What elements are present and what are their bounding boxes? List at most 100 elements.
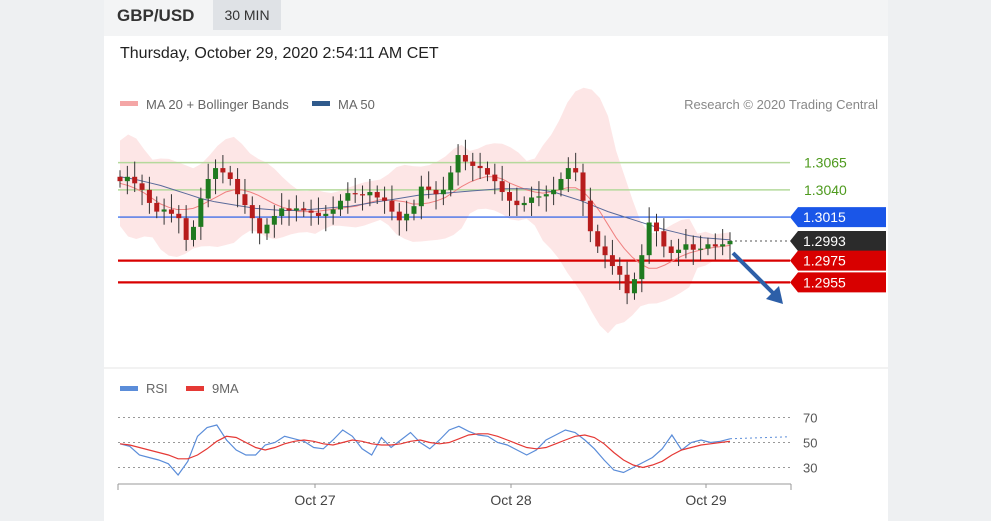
ma20-legend-swatch — [120, 101, 138, 106]
candle-body — [529, 197, 535, 203]
candle-body — [477, 165, 483, 169]
candle-body — [293, 208, 299, 211]
candle-body — [676, 249, 682, 253]
candle-body — [602, 246, 608, 256]
candle-body — [249, 205, 255, 219]
candle-body — [646, 222, 652, 256]
candle-body — [617, 266, 623, 275]
candle-body — [712, 244, 718, 247]
moving-averages — [119, 176, 731, 269]
candle-body — [205, 178, 211, 199]
candle-body — [595, 231, 601, 247]
candle-body — [242, 194, 248, 206]
timeframe-button[interactable]: 30 MIN — [213, 0, 281, 30]
level-tags: 1.3065 1.3040 1.3015 1.2993 1.2975 1.2955 — [790, 155, 886, 293]
support-label: 1.2975 — [803, 253, 846, 269]
support-tag — [790, 272, 886, 293]
candles — [117, 139, 733, 305]
candle-body — [624, 274, 630, 294]
candle-body — [315, 212, 321, 216]
candle-body — [257, 218, 263, 234]
candle-body — [631, 279, 637, 294]
candle-body — [176, 213, 182, 219]
rsi-line — [119, 424, 731, 476]
candle-body — [168, 209, 174, 214]
x-ticks: Oct 27 Oct 28 Oct 29 — [294, 484, 727, 508]
candle-body — [330, 209, 336, 214]
candle-body — [323, 213, 329, 216]
candle-body — [587, 200, 593, 232]
x-tick-label: Oct 29 — [685, 492, 726, 508]
x-tick-label: Oct 28 — [490, 492, 531, 508]
ma9-line — [119, 433, 731, 469]
candle-body — [418, 186, 424, 207]
candle-body — [389, 200, 395, 212]
candle-body — [426, 186, 432, 190]
pivot-label: 1.3015 — [803, 209, 846, 225]
candle-body — [308, 210, 314, 213]
current-price-label: 1.2993 — [803, 233, 846, 249]
current-price-tag — [790, 231, 886, 252]
candle-body — [536, 196, 542, 198]
candle-body — [609, 255, 615, 267]
rsi-tick-label: 30 — [803, 461, 817, 476]
candle-body — [690, 244, 696, 250]
ma50-legend-swatch — [312, 101, 330, 106]
candle-body — [345, 193, 351, 201]
candle-body — [551, 189, 557, 195]
candle-body — [367, 192, 373, 196]
candle-body — [514, 200, 520, 206]
candle-body — [683, 244, 689, 250]
candle-body — [668, 246, 674, 253]
resistance-label: 1.3040 — [804, 182, 847, 198]
candle-body — [271, 215, 277, 225]
candle-body — [543, 194, 549, 197]
candle-body — [396, 211, 402, 221]
candle-body — [154, 202, 160, 212]
candle-body — [639, 255, 645, 280]
candle-body — [580, 172, 586, 201]
candle-body — [264, 224, 270, 234]
bollinger-band — [120, 87, 730, 334]
candle-body — [499, 181, 505, 193]
candle-body — [433, 189, 439, 195]
candle-body — [132, 176, 138, 184]
bollinger-band-area — [120, 87, 730, 334]
candle-body — [198, 198, 204, 227]
candle-body — [462, 155, 468, 162]
candle-body — [220, 168, 226, 173]
candle-body — [124, 176, 130, 182]
candle-body — [558, 178, 564, 190]
candle-body — [521, 202, 527, 206]
candle-body — [213, 168, 219, 179]
candle-body — [286, 208, 292, 211]
resistance-label: 1.3065 — [804, 155, 847, 171]
ma50-legend-label: MA 50 — [338, 97, 375, 112]
candle-body — [573, 168, 579, 173]
candle-body — [117, 176, 123, 182]
candle-body — [492, 174, 498, 182]
candle-body — [279, 208, 285, 216]
candle-body — [235, 178, 241, 195]
candle-body — [565, 168, 571, 179]
candle-body — [448, 172, 454, 190]
candle-body — [698, 248, 704, 250]
ma20-legend-label: MA 20 + Bollinger Bands — [146, 97, 289, 112]
candle-body — [374, 192, 380, 198]
rsi-panel: 70 50 30 — [118, 411, 817, 476]
pivot-tag — [790, 207, 886, 228]
candle-body — [440, 189, 446, 195]
rsi-legend-swatch — [120, 386, 138, 391]
symbol-label: GBP/USD — [117, 6, 195, 25]
candle-body — [352, 193, 358, 195]
candle-body — [139, 183, 145, 190]
candle-body — [720, 244, 726, 247]
candle-body — [146, 189, 152, 203]
x-tick-label: Oct 27 — [294, 492, 335, 508]
candle-body — [337, 200, 343, 210]
candle-body — [183, 218, 189, 240]
support-label: 1.2955 — [803, 274, 846, 290]
candle-body — [227, 172, 233, 179]
ma9-legend-label: 9MA — [212, 381, 239, 396]
